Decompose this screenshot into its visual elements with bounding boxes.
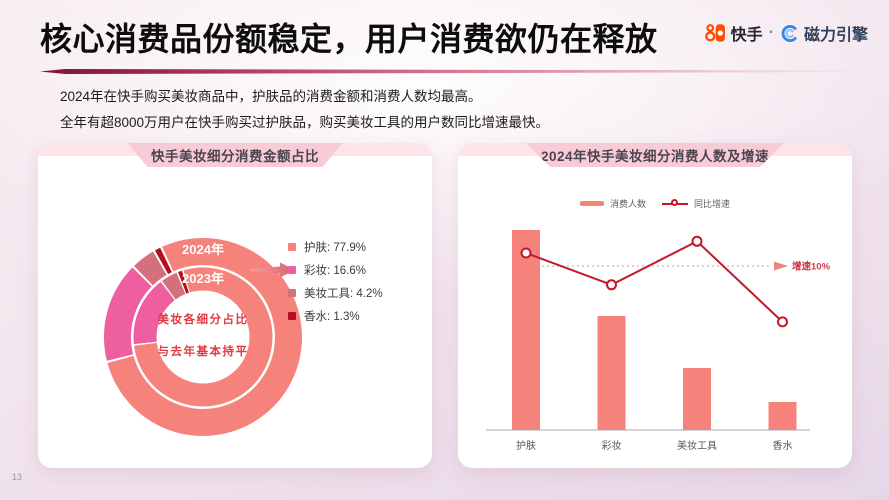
brand-logos: 快手 · 磁力引擎 (704, 22, 868, 44)
legend-swatch-makeup (288, 265, 296, 274)
donut-chart: 2024年 2023年 美妆各细分占比 与去年基本持平 (98, 232, 308, 442)
line-series-swatch (662, 199, 688, 208)
intro-text: 2024年在快手购买美妆商品中，护肤品的消费金额和消费人数均最高。 全年有超80… (60, 84, 549, 136)
donut-center-text: 美妆各细分占比 与去年基本持平 (133, 311, 273, 359)
legend-label-skincare: 护肤: 77.9% (304, 241, 366, 254)
x-label-香水: 香水 (773, 440, 793, 452)
card-amount-share: 快手美妆细分消费金额占比 2024年 2023年 美妆各细分占比 与去年基本持平… (38, 143, 432, 468)
growth-marker-护肤 (520, 247, 532, 259)
legend-item: 彩妆: 16.6% (288, 258, 383, 281)
donut-rings-svg (104, 238, 302, 436)
card-header-ribbon: 2024年快手美妆细分消费人数及增速 (526, 143, 784, 167)
right-card-title: 2024年快手美妆细分消费人数及增速 (540, 149, 770, 164)
growth-annotation: 增速10% (792, 261, 831, 273)
reference-arrow-icon (774, 261, 788, 271)
bar-美妆工具 (683, 368, 711, 430)
title-divider (40, 69, 872, 74)
arrow-to-legend-icon (250, 262, 295, 278)
donut-segment-2024-护肤 (107, 238, 302, 436)
kuaishou-logo-icon (704, 24, 725, 42)
legend-item-bars: 消费人数 (579, 197, 646, 210)
donut-segment-2023-护肤 (134, 267, 273, 407)
combo-chart-svg: 护肤 彩妆 美妆工具 香水 增速10% (486, 230, 831, 452)
legend-item: 香水: 1.3% (288, 304, 383, 327)
donut-center-line-1: 美妆各细分占比 (157, 314, 249, 326)
bar-彩妆 (597, 316, 626, 430)
donut-center-line-2: 与去年基本持平 (157, 346, 249, 358)
donut-segment-2023-香水 (178, 270, 189, 294)
bar-series-label: 消费人数 (609, 199, 646, 209)
donut-segment-2023-彩妆 (133, 281, 176, 345)
combo-chart: 护肤 彩妆 美妆工具 香水 增速10% (458, 143, 852, 468)
x-label-彩妆: 彩妆 (602, 439, 622, 452)
legend-item: 美妆工具: 4.2% (288, 281, 383, 304)
legend-swatch-skincare (288, 242, 296, 251)
growth-marker-香水 (777, 316, 788, 328)
growth-line (525, 240, 784, 323)
x-label-护肤: 护肤 (516, 439, 536, 452)
left-card-title: 快手美妆细分消费金额占比 (151, 149, 319, 164)
combo-legend: 消费人数 同比增速 (458, 197, 852, 210)
legend-swatch-tools (288, 288, 296, 297)
donut-legend: 护肤: 77.9% 彩妆: 16.6% 美妆工具: 4.2% 香水: 1.3% (288, 235, 383, 327)
legend-label-tools: 美妆工具: 4.2% (304, 287, 383, 300)
ring-label-2024: 2024年 (182, 242, 224, 257)
donut-segment-2024-彩妆 (104, 267, 153, 361)
donut-segment-2024-香水 (154, 247, 172, 275)
growth-marker-彩妆 (606, 279, 617, 291)
cili-engine-logo-text: 磁力引擎 (803, 27, 868, 44)
donut-segment-2024-美妆工具 (134, 251, 167, 286)
legend-label-makeup: 彩妆: 16.6% (304, 264, 366, 277)
legend-swatch-perfume (288, 311, 296, 320)
legend-item: 护肤: 77.9% (288, 235, 383, 258)
intro-line-2: 全年有超8000万用户在快手购买过护肤品，购买美妆工具的用户数同比增速最快。 (60, 115, 550, 130)
growth-marker-美妆工具 (691, 235, 703, 247)
ring-label-2023: 2023年 (182, 271, 224, 286)
page-title: 核心消费品份额稳定，用户消费欲仍在释放 (40, 21, 658, 57)
line-series-label: 同比增速 (694, 199, 731, 209)
brand-separator: · (768, 24, 774, 41)
bar-护肤 (512, 230, 540, 430)
card-user-growth: 2024年快手美妆细分消费人数及增速 消费人数 同比增速 护肤 彩妆 美妆工具 香水 增… (458, 143, 852, 468)
legend-item-line: 同比增速 (662, 197, 730, 210)
x-label-美妆工具: 美妆工具 (677, 439, 717, 452)
bar-香水 (768, 402, 797, 430)
donut-segment-2023-美妆工具 (162, 272, 186, 300)
kuaishou-logo-text: 快手 (730, 27, 763, 44)
page-number: 13 (12, 472, 23, 482)
cili-engine-logo-icon (781, 24, 797, 42)
legend-label-perfume: 香水: 1.3% (304, 310, 360, 323)
intro-line-1: 2024年在快手购买美妆商品中，护肤品的消费金额和消费人数均最高。 (60, 89, 482, 104)
bar-series-swatch (579, 201, 604, 206)
card-header-ribbon: 快手美妆细分消费金额占比 (127, 143, 343, 167)
